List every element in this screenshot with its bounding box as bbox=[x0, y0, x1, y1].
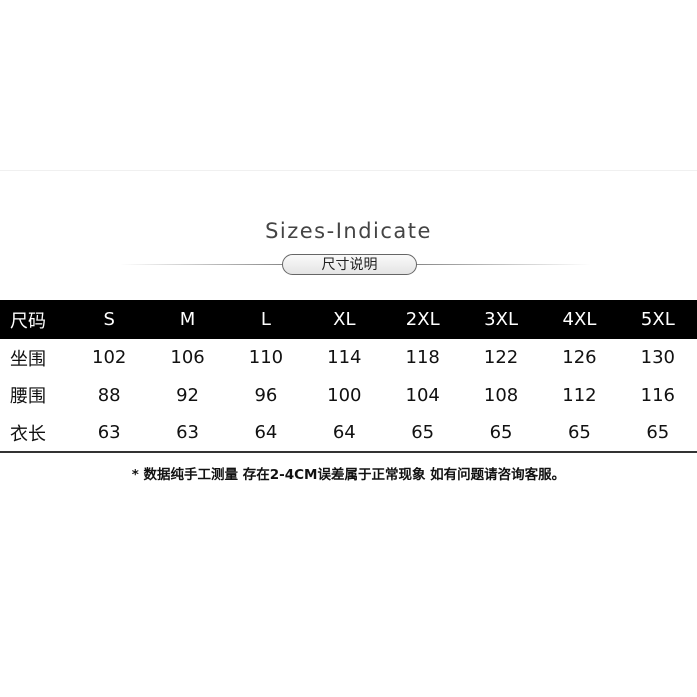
table-cell: 88 bbox=[97, 384, 121, 406]
table-cell: 63 bbox=[176, 422, 200, 444]
measurement-note: * 数据纯手工测量 存在2-4CM误差属于正常现象 如有问题请咨询客服。 bbox=[131, 467, 566, 483]
table-cell: 96 bbox=[254, 384, 278, 406]
table-cell: 65 bbox=[646, 422, 670, 444]
table-header-row: 尺码 S M L XL 2XL 3XL 4XL 5XL bbox=[0, 300, 697, 339]
table-row: 坐围 102 106 110 114 118 122 126 130 bbox=[0, 339, 697, 377]
table-cell: 64 bbox=[332, 422, 356, 444]
table-cell: 122 bbox=[483, 347, 519, 369]
table-row: 腰围 88 92 96 100 104 108 112 116 bbox=[0, 377, 697, 415]
table-cell: 106 bbox=[170, 347, 205, 369]
column-header: S bbox=[103, 309, 115, 330]
column-header: 2XL bbox=[405, 309, 440, 330]
table-cell: 114 bbox=[327, 347, 362, 369]
table-cell: 64 bbox=[254, 422, 278, 444]
row-label: 衣长 bbox=[10, 423, 46, 445]
table-cell: 65 bbox=[489, 422, 513, 444]
table-cell: 63 bbox=[97, 422, 121, 444]
table-bottom-border bbox=[0, 451, 697, 453]
table-cell: 65 bbox=[411, 422, 435, 444]
column-header: 3XL bbox=[484, 309, 518, 330]
size-table: 尺码 S M L XL 2XL 3XL 4XL 5XL 坐围 102 106 110 114 118 122… bbox=[0, 300, 697, 452]
column-header: 尺码 bbox=[10, 310, 46, 332]
table-cell: 118 bbox=[405, 347, 440, 369]
table-cell: 110 bbox=[248, 347, 284, 369]
table-cell: 130 bbox=[640, 347, 675, 369]
table-row: 衣长 63 63 64 64 65 65 65 65 bbox=[0, 414, 697, 452]
table-cell: 65 bbox=[567, 422, 591, 444]
table-cell: 116 bbox=[640, 384, 675, 406]
page-title: Sizes-Indicate bbox=[265, 219, 432, 243]
row-label: 坐围 bbox=[10, 348, 46, 370]
column-header: M bbox=[179, 309, 196, 330]
table-cell: 104 bbox=[405, 384, 440, 406]
table-cell: 92 bbox=[176, 384, 200, 406]
table-cell: 100 bbox=[327, 384, 362, 406]
row-label: 腰围 bbox=[10, 386, 46, 408]
title-rule-right bbox=[416, 264, 591, 265]
table-cell: 112 bbox=[562, 384, 597, 406]
title-rule-left bbox=[120, 264, 285, 265]
table-cell: 126 bbox=[562, 347, 597, 369]
table-cell: 108 bbox=[483, 384, 519, 406]
table-cell: 102 bbox=[92, 347, 127, 369]
top-divider bbox=[0, 170, 697, 171]
column-header: 5XL bbox=[640, 309, 675, 330]
column-header: L bbox=[260, 309, 271, 330]
column-header: 4XL bbox=[562, 309, 597, 330]
column-header: XL bbox=[333, 309, 356, 330]
section-badge: 尺寸说明 bbox=[282, 254, 417, 275]
